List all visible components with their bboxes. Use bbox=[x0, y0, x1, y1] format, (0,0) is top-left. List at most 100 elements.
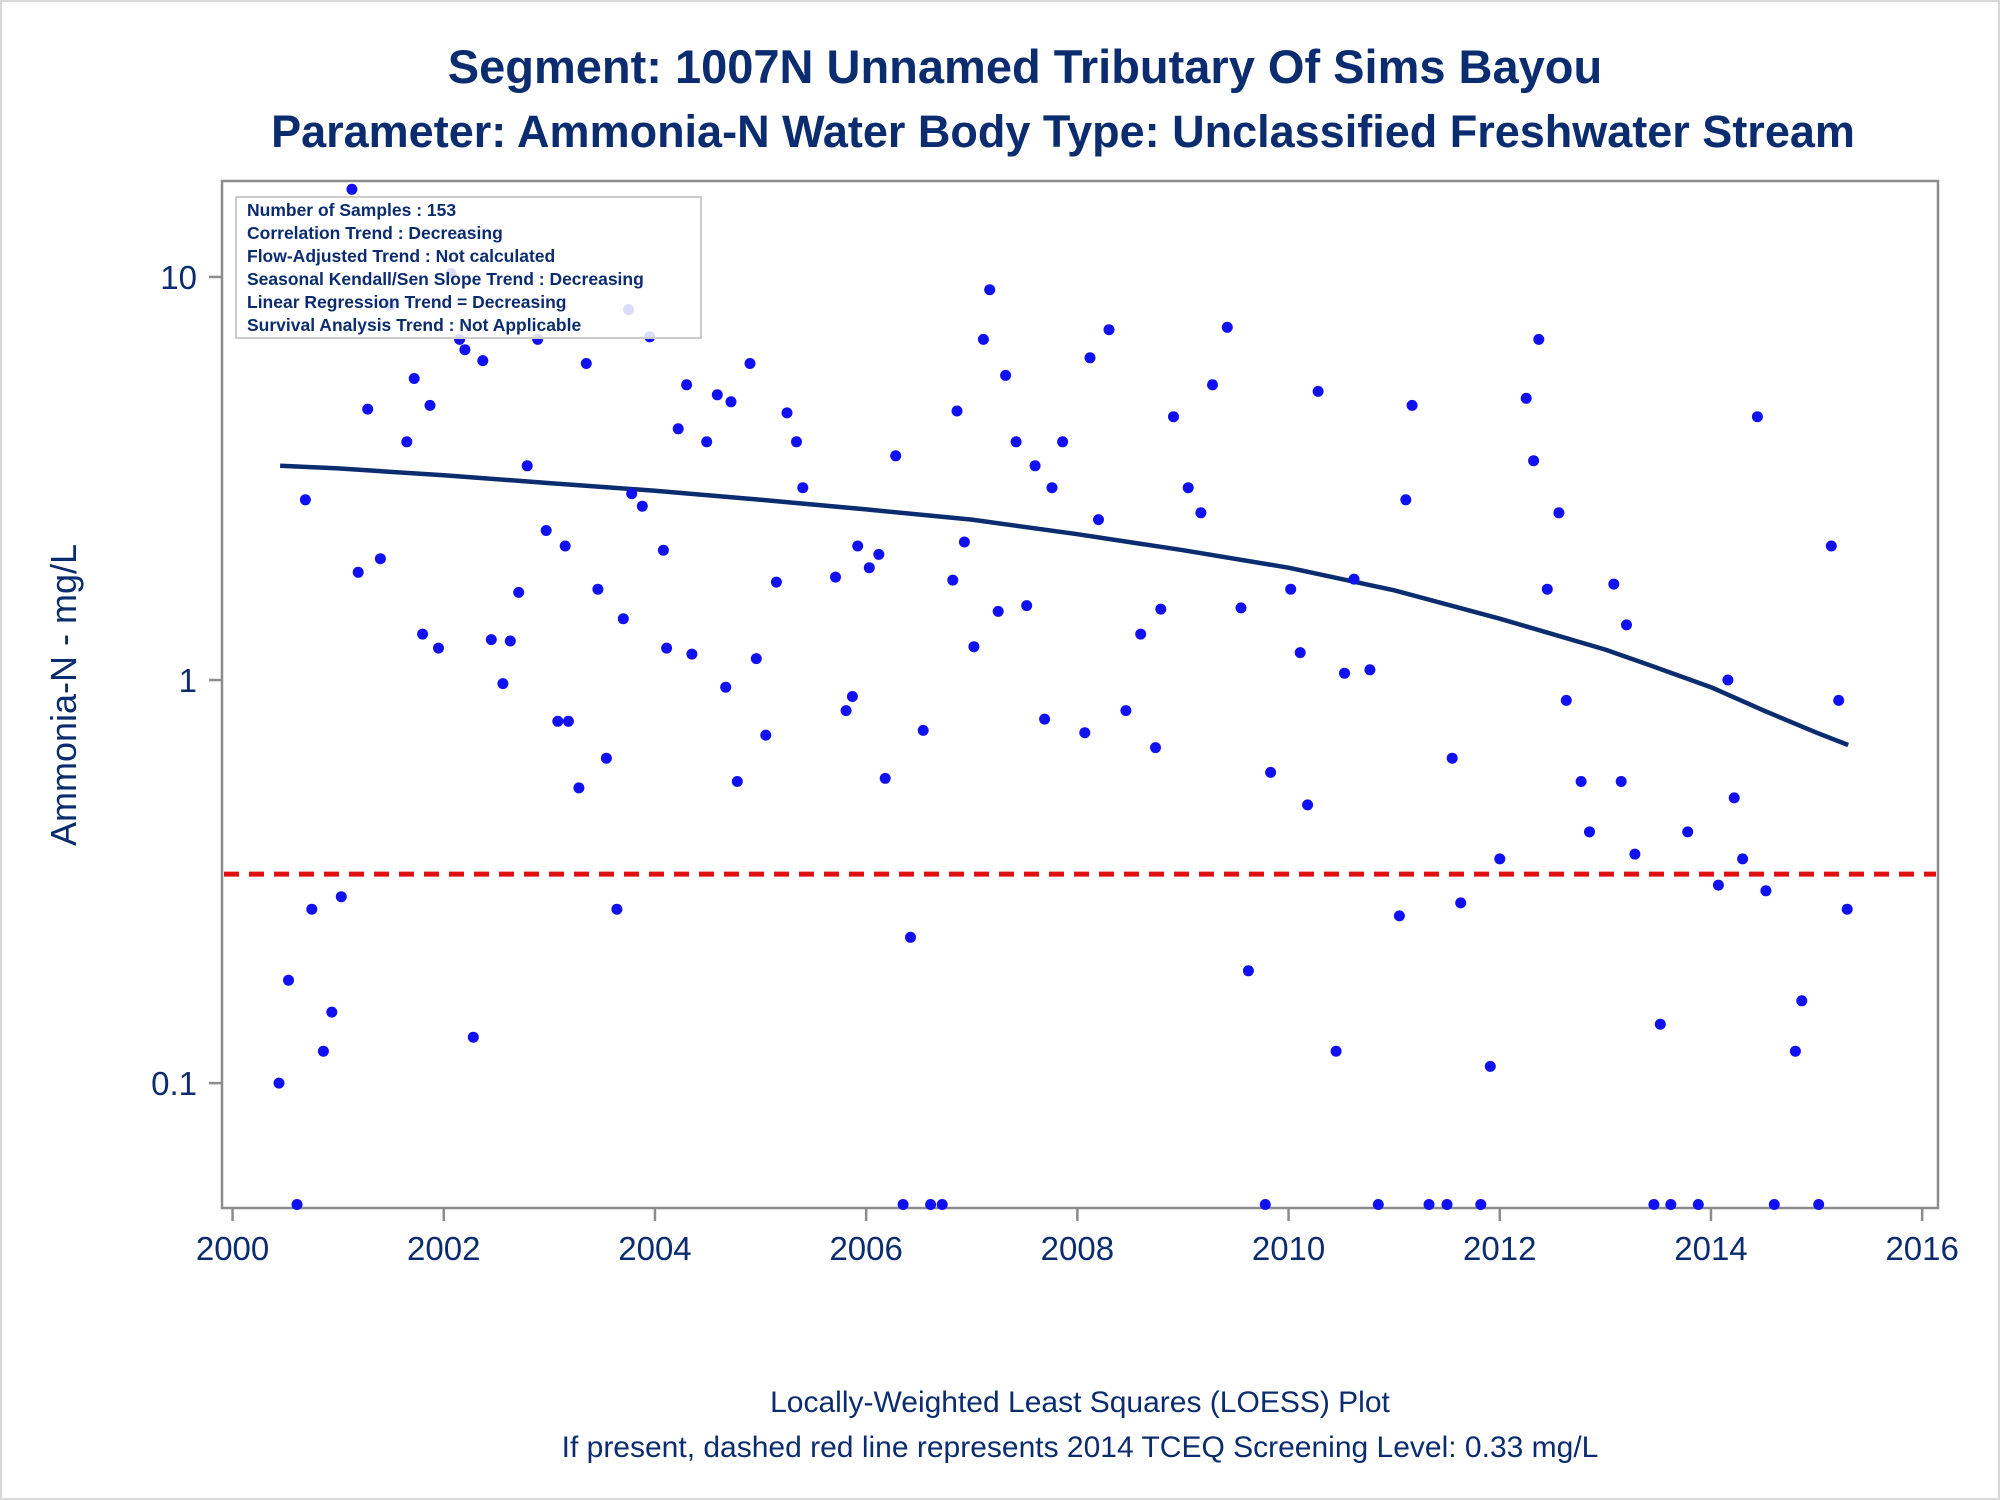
data-point bbox=[879, 772, 891, 784]
data-point bbox=[905, 931, 916, 943]
data-point bbox=[1029, 460, 1041, 472]
data-point bbox=[1364, 664, 1376, 676]
stats-line: Seasonal Kendall/Sen Slope Trend : Decre… bbox=[247, 269, 644, 289]
data-point bbox=[852, 540, 864, 552]
data-point bbox=[1093, 514, 1104, 526]
data-point bbox=[424, 399, 436, 411]
data-point bbox=[1528, 455, 1540, 467]
x-tick-label: 2006 bbox=[829, 1230, 902, 1267]
x-tick-label: 2004 bbox=[618, 1230, 691, 1267]
data-point bbox=[1221, 321, 1233, 333]
data-point bbox=[1813, 1199, 1825, 1210]
data-point bbox=[408, 373, 420, 384]
y-tick-label: 0.1 bbox=[151, 1065, 197, 1102]
data-point bbox=[580, 358, 592, 369]
data-point bbox=[346, 183, 358, 195]
data-point bbox=[686, 648, 698, 660]
data-point bbox=[1475, 1199, 1487, 1210]
data-point bbox=[1294, 647, 1306, 659]
stats-line: Number of Samples : 153 bbox=[247, 200, 456, 220]
data-point bbox=[720, 681, 732, 693]
data-point bbox=[417, 628, 429, 640]
x-tick-label: 2002 bbox=[407, 1230, 480, 1267]
x-tick-label: 2000 bbox=[196, 1230, 269, 1267]
data-point bbox=[1441, 1199, 1453, 1210]
data-point bbox=[661, 642, 673, 654]
data-point bbox=[335, 891, 347, 903]
y-axis-label: Ammonia-N - mg/L bbox=[43, 544, 84, 846]
data-point bbox=[592, 583, 604, 595]
data-point bbox=[600, 752, 612, 764]
data-point bbox=[513, 586, 525, 598]
data-point bbox=[352, 566, 364, 578]
data-point bbox=[1046, 482, 1058, 494]
data-point bbox=[1302, 799, 1314, 811]
y-tick-label: 1 bbox=[179, 662, 197, 699]
chart-title: Segment: 1007N Unnamed Tributary Of Sims… bbox=[448, 40, 1602, 93]
data-point bbox=[374, 553, 386, 565]
data-point bbox=[1285, 583, 1297, 595]
data-point bbox=[711, 389, 723, 401]
data-point bbox=[1423, 1199, 1435, 1210]
data-point bbox=[1682, 826, 1694, 838]
data-point bbox=[1648, 1199, 1660, 1210]
data-point bbox=[1541, 583, 1553, 595]
data-point bbox=[467, 1031, 479, 1043]
data-point bbox=[947, 574, 959, 586]
data-point bbox=[1608, 578, 1620, 590]
data-point bbox=[1796, 995, 1808, 1007]
data-point bbox=[1553, 507, 1565, 519]
data-point bbox=[1235, 602, 1247, 614]
data-point bbox=[1057, 436, 1069, 448]
data-point bbox=[797, 482, 809, 494]
data-point bbox=[611, 903, 623, 915]
data-point bbox=[791, 436, 802, 448]
data-point bbox=[1584, 826, 1595, 838]
data-point bbox=[617, 613, 629, 625]
data-point bbox=[925, 1199, 937, 1210]
data-point bbox=[1520, 392, 1532, 404]
data-point bbox=[1195, 507, 1207, 519]
data-point bbox=[1182, 482, 1194, 494]
data-point bbox=[1575, 776, 1587, 787]
data-point bbox=[1406, 399, 1418, 411]
plot-area-frame bbox=[220, 179, 1940, 1210]
data-point bbox=[636, 500, 648, 512]
footnote-loess: Locally-Weighted Least Squares (LOESS) P… bbox=[770, 1386, 1390, 1419]
data-point bbox=[1621, 619, 1632, 631]
data-point bbox=[291, 1199, 303, 1210]
x-tick-label: 2008 bbox=[1041, 1230, 1114, 1267]
data-point bbox=[1629, 848, 1641, 860]
data-point bbox=[760, 729, 772, 741]
x-tick-label: 2010 bbox=[1252, 1230, 1325, 1267]
data-point bbox=[362, 403, 374, 415]
data-point bbox=[917, 724, 929, 736]
data-point bbox=[701, 436, 713, 448]
data-point bbox=[992, 605, 1004, 617]
data-point bbox=[1021, 600, 1033, 612]
data-point bbox=[562, 715, 574, 727]
data-point bbox=[540, 525, 552, 536]
data-point bbox=[299, 494, 311, 506]
data-point bbox=[731, 776, 743, 787]
footnote-screening: If present, dashed red line represents 2… bbox=[562, 1431, 1599, 1464]
data-point bbox=[1484, 1060, 1496, 1072]
x-tick-label: 2014 bbox=[1674, 1230, 1747, 1267]
data-point bbox=[485, 634, 497, 646]
x-axis: 2000 2002 2004 2006 2008 2010 2012 2014 2016 bbox=[196, 1208, 1959, 1267]
data-point bbox=[1242, 965, 1254, 977]
data-point bbox=[744, 358, 756, 369]
data-point bbox=[657, 544, 669, 556]
data-point bbox=[1722, 674, 1734, 686]
data-point bbox=[1135, 628, 1147, 640]
data-point bbox=[1455, 897, 1467, 909]
data-point bbox=[1789, 1045, 1801, 1057]
data-point bbox=[750, 653, 762, 665]
data-point bbox=[497, 678, 509, 690]
data-point bbox=[1400, 494, 1412, 506]
data-point bbox=[890, 450, 902, 462]
data-point bbox=[459, 344, 471, 356]
data-point bbox=[1168, 411, 1179, 423]
data-point bbox=[433, 642, 444, 654]
data-point bbox=[1615, 776, 1627, 787]
